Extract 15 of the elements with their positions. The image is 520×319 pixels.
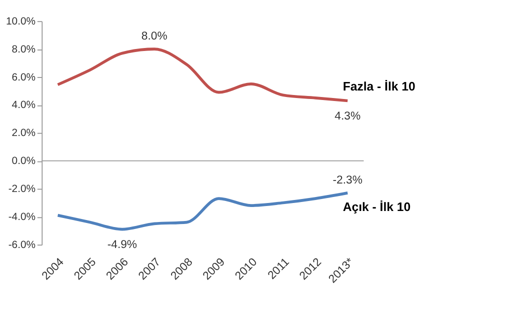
y-tick-label: 0.0% [12, 156, 36, 168]
data-label: 4.3% [334, 110, 361, 123]
y-tick-label: -4.0% [8, 212, 36, 224]
y-tick-label: 6.0% [12, 72, 36, 84]
series-label: Açık - İlk 10 [342, 200, 411, 214]
data-label: -2.3% [332, 174, 362, 186]
y-tick-label: 10.0% [6, 16, 36, 28]
data-label: 8.0% [141, 30, 168, 43]
y-tick-label: 8.0% [12, 44, 36, 56]
y-tick-label: -6.0% [8, 240, 36, 251]
y-tick-label: -2.0% [8, 184, 36, 196]
y-tick-label: 4.0% [12, 100, 36, 112]
y-tick-label: 2.0% [12, 128, 36, 140]
series-label: Fazla - İlk 10 [342, 79, 416, 94]
data-label: -4.9% [107, 239, 138, 252]
